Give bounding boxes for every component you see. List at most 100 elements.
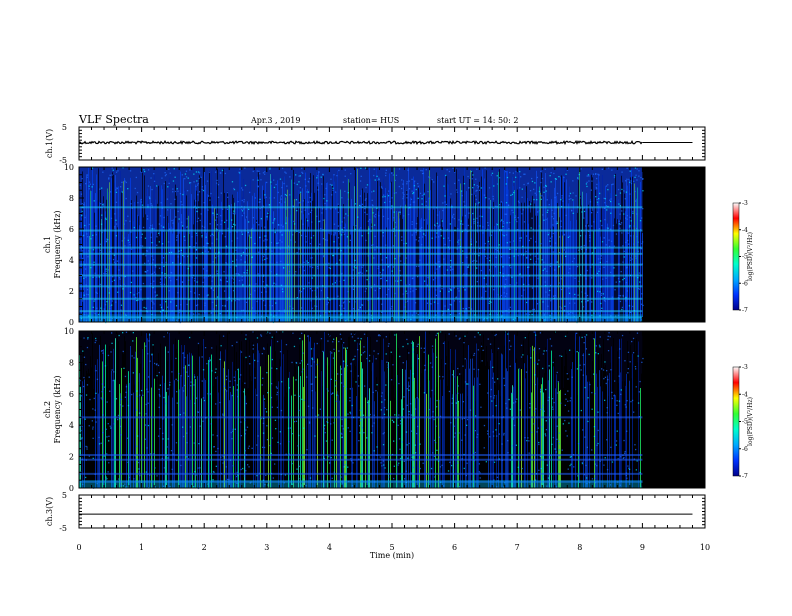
spectrogram-speckle	[543, 353, 544, 354]
spectrogram-speckle	[125, 397, 126, 398]
spectrogram-speckle	[83, 386, 84, 387]
spectrogram-speckle	[92, 235, 93, 236]
spectrogram-speckle	[419, 260, 420, 261]
spectrogram-speckle	[197, 194, 198, 195]
spectrogram-speckle	[402, 441, 403, 442]
spectrogram-speckle	[358, 272, 359, 273]
spectrogram-speckle	[101, 350, 102, 351]
spectrogram-speckle	[318, 414, 319, 415]
spectrogram-speckle	[638, 288, 639, 289]
spectrogram-streak	[136, 196, 137, 322]
spectrogram-speckle	[360, 227, 361, 228]
spectrogram-speckle	[509, 222, 510, 223]
spectrogram-speckle	[412, 234, 413, 235]
spectrogram-streak	[348, 337, 349, 488]
spectrogram-speckle	[435, 426, 436, 427]
spectrogram-speckle	[110, 175, 111, 176]
spectrogram-speckle	[440, 291, 441, 292]
spectrogram-speckle	[520, 240, 521, 241]
spectrogram-speckle	[503, 433, 504, 434]
spectrogram-speckle	[151, 300, 152, 301]
spectrogram-speckle	[332, 392, 333, 393]
spectrogram-speckle	[428, 176, 429, 177]
spectrogram-speckle	[558, 176, 559, 177]
spectrogram-speckle	[159, 428, 160, 429]
spectrogram-streak	[330, 199, 331, 322]
spectrogram-speckle	[417, 397, 418, 398]
spectrogram-speckle	[606, 439, 607, 440]
spectrogram-streak	[219, 335, 220, 488]
spectrogram-speckle	[409, 284, 410, 285]
spectrogram-speckle	[114, 227, 115, 228]
spectrogram-speckle	[220, 224, 221, 225]
spectrogram-speckle	[545, 435, 546, 436]
spectrogram-speckle	[416, 189, 417, 190]
spectrogram-speckle	[344, 227, 345, 228]
spectrogram-speckle	[226, 376, 227, 377]
spectrogram-speckle	[255, 197, 256, 198]
spectrogram-speckle	[333, 241, 334, 242]
spectrogram-speckle	[593, 338, 594, 339]
spectrogram-streak	[302, 188, 303, 322]
spectrogram-speckle	[519, 187, 520, 188]
spectrogram-speckle	[403, 362, 404, 363]
spectrogram-speckle	[233, 465, 234, 466]
spectrogram-streak	[519, 368, 520, 488]
spectrogram-speckle	[237, 369, 238, 370]
spectrogram-speckle	[360, 420, 361, 421]
spectrogram-speckle	[301, 235, 302, 236]
spectrogram-speckle	[535, 241, 536, 242]
spectrogram-speckle	[216, 466, 217, 467]
spectrogram-streak	[91, 191, 92, 322]
spectrogram-speckle	[275, 232, 276, 233]
spectrogram-streak	[446, 356, 447, 488]
spectrogram-streak	[634, 183, 635, 322]
spectrogram-speckle	[368, 281, 369, 282]
spectrogram-speckle	[359, 432, 360, 433]
spectrogram-speckle	[256, 475, 257, 476]
spectrogram-streak	[508, 332, 509, 488]
spectrogram-speckle	[270, 305, 271, 306]
spectrogram-speckle	[174, 168, 175, 169]
spectrogram-speckle	[386, 353, 387, 354]
spectrogram-speckle	[102, 383, 103, 384]
spectrogram-speckle	[198, 218, 199, 219]
spectrogram-streak	[484, 351, 485, 488]
spectrogram-streak	[437, 382, 438, 488]
spectrogram-speckle	[599, 268, 600, 269]
spectrogram-streak	[636, 199, 637, 322]
spectrogram-streak	[264, 401, 265, 488]
spectrogram-speckle	[391, 352, 392, 353]
spectrogram-speckle	[453, 376, 454, 377]
spectrogram-streak	[121, 192, 122, 322]
spectrogram-streak	[359, 379, 360, 488]
spectrogram-speckle	[350, 371, 351, 372]
spectrogram-streak	[496, 223, 497, 322]
spectrogram-streak	[425, 231, 426, 322]
spectrogram-speckle	[560, 226, 561, 227]
spectrogram-speckle	[443, 259, 444, 260]
spectrogram-speckle	[501, 295, 502, 296]
spectrogram-speckle	[270, 182, 271, 183]
spectrogram-speckle	[641, 217, 642, 218]
spectrogram-speckle	[85, 446, 86, 447]
spectrogram-speckle	[306, 376, 307, 377]
spectrogram-speckle	[573, 466, 574, 467]
spectrogram-speckle	[196, 243, 197, 244]
spectrogram-streak	[516, 359, 517, 488]
spectrogram-streak	[455, 349, 456, 488]
spectrogram-streak	[156, 375, 157, 488]
spectrogram-speckle	[325, 432, 326, 433]
spectrogram-speckle	[580, 235, 581, 236]
spectrogram-streak	[183, 178, 184, 322]
spectrogram-speckle	[332, 478, 333, 479]
spectrogram-speckle	[598, 198, 599, 199]
spectrogram-streak	[251, 381, 252, 488]
spectrogram-speckle	[246, 216, 247, 217]
spectrogram-speckle	[519, 202, 520, 203]
spectrogram-speckle	[434, 440, 435, 441]
spectrogram-streak	[512, 177, 513, 322]
spectrogram-speckle	[365, 291, 366, 292]
spectrogram-speckle	[226, 466, 227, 467]
spectrogram-speckle	[386, 409, 387, 410]
